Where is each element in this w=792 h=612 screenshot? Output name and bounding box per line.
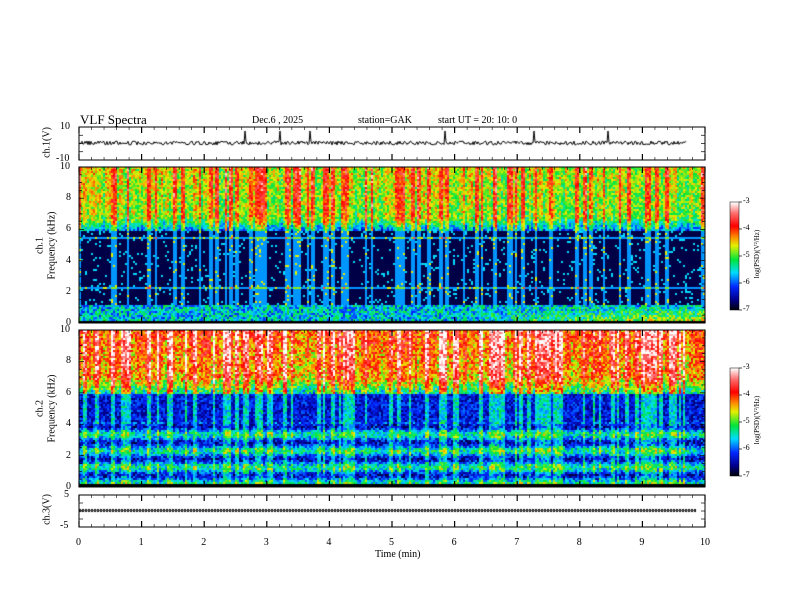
colorbar-tick-label: -7 xyxy=(743,304,750,313)
colorbar-tick-label: -4 xyxy=(743,223,750,232)
ch1-ytick: 10 xyxy=(60,121,70,132)
frequency-tick-label: 4 xyxy=(66,418,71,430)
colorbar-tick-label: -6 xyxy=(743,443,750,452)
ch3-ytick: 5 xyxy=(64,489,69,500)
ch3-ytick: -5 xyxy=(60,520,69,531)
x-tick-label: 9 xyxy=(639,537,645,548)
ch2-spec-channel-label: ch.2 xyxy=(34,400,46,417)
x-tick-label: 8 xyxy=(576,537,582,548)
frequency-tick-label: 6 xyxy=(66,386,71,398)
colorbar-tick-label: -3 xyxy=(743,196,750,205)
station-label: station=GAK xyxy=(358,115,412,126)
colorbar-frame xyxy=(729,201,740,311)
colorbar-tick-label: -5 xyxy=(743,416,750,425)
x-tick-label: 4 xyxy=(326,537,332,548)
x-axis-label: Time (min) xyxy=(375,549,421,560)
frequency-tick-label: 4 xyxy=(66,254,71,266)
frequency-tick-label: 0 xyxy=(66,481,71,492)
frequency-tick-label: 8 xyxy=(66,192,71,204)
colorbar-tick-label: -5 xyxy=(743,250,750,259)
x-tick-label: 10 xyxy=(700,537,710,548)
colorbar-tick-label: -6 xyxy=(743,277,750,286)
x-tick-label: 7 xyxy=(514,537,520,548)
frequency-tick-label: 10 xyxy=(60,324,70,335)
x-tick-label: 0 xyxy=(76,537,81,548)
frequency-tick-label: 6 xyxy=(66,223,71,235)
x-tick-label: 3 xyxy=(263,537,269,548)
panel-frame xyxy=(78,329,706,488)
colorbar-tick-label: -7 xyxy=(743,470,750,479)
frequency-tick-label: 8 xyxy=(66,355,71,367)
colorbar-tick-label: -4 xyxy=(743,389,750,398)
panel-frame xyxy=(78,166,706,324)
ch1-colorbar xyxy=(730,202,739,310)
frequency-tick-label: 2 xyxy=(66,449,71,461)
frequency-tick-label: 2 xyxy=(66,285,71,297)
ch1-voltage-label: ch.1(V) xyxy=(41,127,53,158)
figure-title: VLF Spectra xyxy=(80,112,147,127)
ch2-colorbar-label: log(PSD)(V²/Hz) xyxy=(753,395,761,445)
frequency-tick-label: 0 xyxy=(66,317,71,328)
start-time-label: start UT = 20: 10: 0 xyxy=(438,115,518,126)
ch2-frequency-label: Frequency (kHz) xyxy=(46,374,58,443)
x-tick-label: 6 xyxy=(451,537,457,548)
ch1-spec-channel-label: ch.1 xyxy=(34,237,46,254)
x-tick-label: 5 xyxy=(389,537,394,548)
colorbar-tick-label: -3 xyxy=(743,362,750,371)
ch1-frequency-label: Frequency (kHz) xyxy=(46,211,58,280)
colorbar-frame xyxy=(729,367,740,477)
ch2-colorbar xyxy=(730,368,739,476)
ch2-spectrogram xyxy=(79,330,705,487)
ch3-voltage-label: ch.3(V) xyxy=(41,494,53,525)
ch1-colorbar-label: log(PSD)(V²/Hz) xyxy=(753,229,761,279)
x-tick-label: 2 xyxy=(201,537,207,548)
x-tick-label: 1 xyxy=(138,537,144,548)
ch1-spectrogram xyxy=(79,167,705,323)
frequency-tick-label: 10 xyxy=(60,161,70,172)
date-label: Dec.6 , 2025 xyxy=(252,115,304,126)
ch1-ytick: -10 xyxy=(56,153,70,164)
